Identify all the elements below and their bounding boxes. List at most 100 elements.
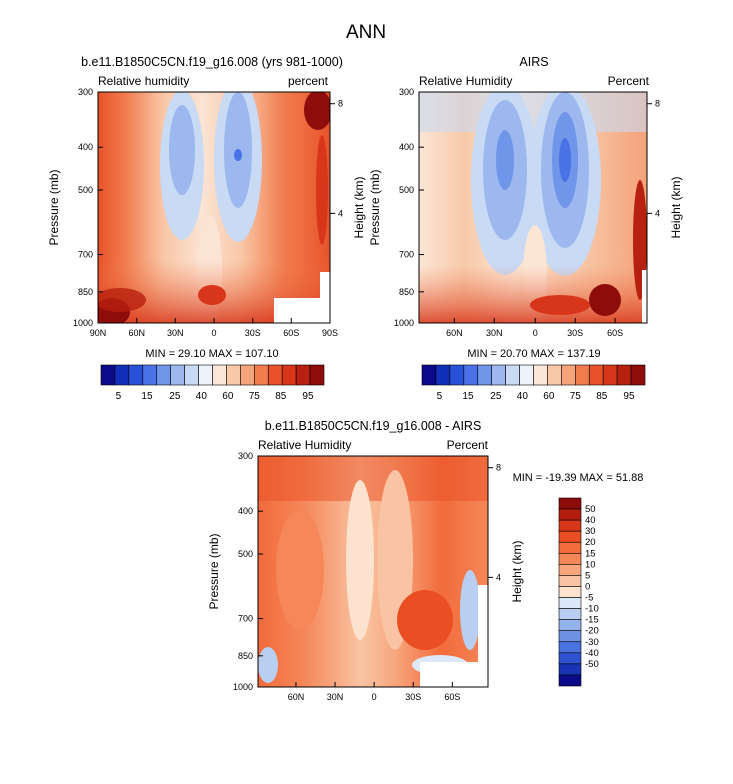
colorbar-swatch [198,364,213,386]
y-axis-title-right: Height (km) [352,176,366,238]
colorbar-swatch [558,641,582,654]
colorbar-swatch [561,364,576,386]
x-tick-label: 30N [167,328,184,338]
y-tick-label: 700 [399,250,414,260]
colorbar-label: 60 [222,391,234,402]
colorbar-label: -20 [585,626,599,637]
y-tick-label: 850 [399,287,414,297]
colorbar-label: 25 [169,391,181,402]
colorbar-label: 15 [585,548,596,559]
colorbar-label: -10 [585,604,599,615]
colorbar-swatch [616,364,632,386]
panel-airs-left-label: Relative Humidity [419,74,512,88]
colorbar-label: -15 [585,615,599,626]
y-tick-label: 300 [78,87,93,97]
height-tick-label: 8 [655,99,660,109]
x-tick-label: 30N [327,692,344,702]
panel-airs-colorbar: 5 15 25 40 60 75 85 95 [421,364,646,402]
colorbar-swatch [142,364,158,386]
colorbar-label: 40 [196,391,208,402]
colorbar-swatch [295,364,311,386]
colorbar-swatch [505,364,520,386]
colorbar-swatch [449,364,465,386]
y-axis-title: Pressure (mb) [368,169,382,245]
colorbar-swatch [309,364,325,386]
x-tick-label: 60S [283,328,299,338]
colorbar-label: 50 [585,504,596,515]
colorbar-label: 30 [585,526,596,537]
colorbar-label: 75 [249,391,261,402]
panel-airs-stats: MIN = 20.70 MAX = 137.19 [467,348,600,360]
colorbar-swatch [491,364,506,386]
panel-airs-axes: 300 400 500 700 850 1000 60N 30N 0 30S 60S 8 4 Pressu… [368,87,683,338]
colorbar-swatch [558,630,582,643]
colorbar-swatch [212,364,227,386]
colorbar-swatch [558,674,582,687]
colorbar-label: 5 [585,570,590,581]
colorbar-swatch [435,364,451,386]
colorbar-swatch [226,364,241,386]
colorbar-swatch [156,364,171,386]
colorbar-swatch [558,663,582,676]
colorbar-swatch [128,364,144,386]
height-tick-label: 4 [496,572,501,582]
x-tick-label: 30S [567,328,583,338]
y-tick-label: 700 [238,614,253,624]
panel-diff: b.e11.B1850C5CN.f19_g16.008 - AIRS Relat… [207,419,643,702]
height-tick-label: 8 [496,463,501,473]
panel-airs: AIRS Relative Humidity Percent 300400500… [368,55,683,402]
height-tick-label: 4 [338,208,343,218]
colorbar-label: 95 [623,391,635,402]
colorbar-label: -40 [585,648,599,659]
colorbar-label: -30 [585,637,599,648]
colorbar-swatch [558,597,582,609]
panel-diff-title: b.e11.B1850C5CN.f19_g16.008 - AIRS [265,419,482,433]
colorbar-swatch [547,364,562,386]
panel-airs-field [419,92,647,323]
panel-diff-axes: 300 400 500 700 850 1000 60N 30N 0 30S 60S 8 4 Pressu… [207,451,524,702]
colorbar-swatch [254,364,269,386]
y-tick-label: 500 [78,185,93,195]
colorbar-swatch [575,364,590,386]
panel-airs-right-label: Percent [608,74,650,88]
colorbar-swatch [170,364,185,386]
colorbar-label: 25 [490,391,502,402]
y-tick-label: 500 [399,185,414,195]
colorbar-swatch [602,364,618,386]
y-tick-label: 500 [238,549,253,559]
panel-model-colorbar: 5 15 25 40 60 75 85 95 [100,364,325,402]
colorbar-label: 85 [275,391,287,402]
colorbar-label: 5 [116,391,122,402]
panel-diff-right-label: Percent [447,438,489,452]
colorbar-swatch [533,364,548,386]
x-tick-label: 0 [533,328,538,338]
colorbar-label: 40 [585,515,596,526]
y-tick-label: 850 [238,651,253,661]
colorbar-swatch [184,364,199,386]
colorbar-label: 95 [302,391,314,402]
colorbar-swatch [558,586,582,598]
colorbar-label: 40 [517,391,529,402]
figure-title: ANN [346,22,386,43]
colorbar-label: 10 [585,559,596,570]
y-axis-title: Pressure (mb) [207,533,221,609]
x-tick-label: 0 [372,692,377,702]
x-tick-label: 60S [607,328,623,338]
panel-model-stats: MIN = 29.10 MAX = 107.10 [145,348,278,360]
colorbar-swatch [100,364,116,386]
x-tick-label: 30N [486,328,503,338]
colorbar-swatch [558,564,582,576]
x-tick-label: 30S [245,328,261,338]
y-axis-title-right: Height (km) [669,176,683,238]
y-tick-label: 1000 [233,682,253,692]
colorbar-swatch [558,608,582,620]
x-tick-label: 30S [405,692,421,702]
colorbar-swatch [114,364,130,386]
colorbar-label: -5 [585,593,593,604]
y-axis-title-right: Height (km) [510,540,524,602]
colorbar-label: -50 [585,659,599,670]
x-tick-label: 90S [322,328,338,338]
